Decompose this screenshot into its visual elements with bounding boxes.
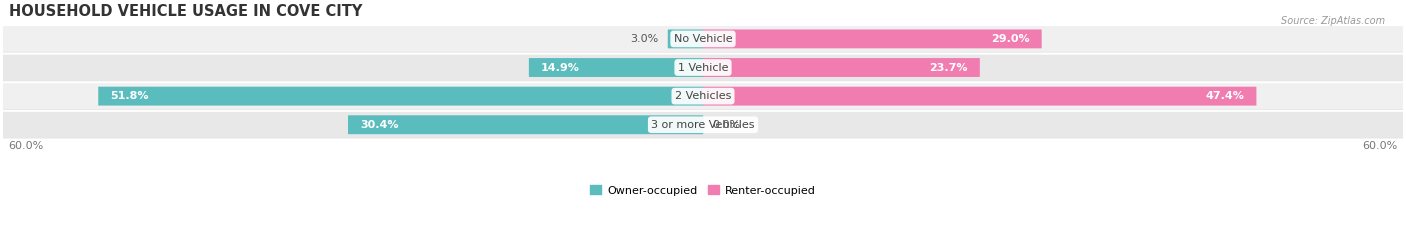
FancyBboxPatch shape (3, 83, 1403, 109)
Text: 51.8%: 51.8% (110, 91, 149, 101)
FancyBboxPatch shape (3, 113, 1403, 138)
FancyBboxPatch shape (3, 84, 1403, 110)
Text: 0.0%: 0.0% (713, 120, 741, 130)
Text: 60.0%: 60.0% (8, 141, 44, 151)
Text: No Vehicle: No Vehicle (673, 34, 733, 44)
FancyBboxPatch shape (703, 87, 1257, 106)
Text: 2 Vehicles: 2 Vehicles (675, 91, 731, 101)
FancyBboxPatch shape (703, 29, 1042, 48)
FancyBboxPatch shape (703, 58, 980, 77)
FancyBboxPatch shape (3, 112, 1403, 138)
Text: 30.4%: 30.4% (360, 120, 398, 130)
Legend: Owner-occupied, Renter-occupied: Owner-occupied, Renter-occupied (586, 181, 820, 200)
Text: Source: ZipAtlas.com: Source: ZipAtlas.com (1281, 16, 1385, 26)
Text: 14.9%: 14.9% (541, 62, 579, 72)
FancyBboxPatch shape (3, 26, 1403, 52)
Text: 23.7%: 23.7% (929, 62, 967, 72)
Text: 29.0%: 29.0% (991, 34, 1029, 44)
Text: 47.4%: 47.4% (1205, 91, 1244, 101)
Text: HOUSEHOLD VEHICLE USAGE IN COVE CITY: HOUSEHOLD VEHICLE USAGE IN COVE CITY (8, 4, 361, 19)
FancyBboxPatch shape (529, 58, 703, 77)
FancyBboxPatch shape (98, 87, 703, 106)
FancyBboxPatch shape (349, 115, 703, 134)
FancyBboxPatch shape (3, 55, 1403, 80)
Text: 3 or more Vehicles: 3 or more Vehicles (651, 120, 755, 130)
Text: 1 Vehicle: 1 Vehicle (678, 62, 728, 72)
FancyBboxPatch shape (668, 29, 703, 48)
FancyBboxPatch shape (3, 55, 1403, 81)
Text: 3.0%: 3.0% (630, 34, 658, 44)
FancyBboxPatch shape (3, 27, 1403, 53)
Text: 60.0%: 60.0% (1362, 141, 1398, 151)
